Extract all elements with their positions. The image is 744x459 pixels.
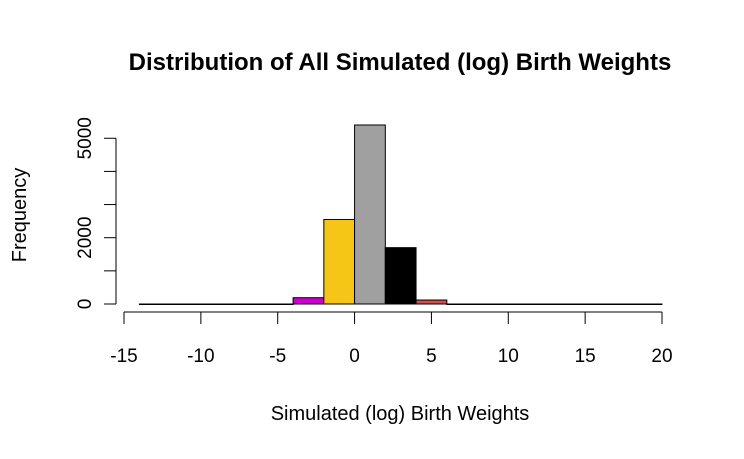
x-tick-label: -5 — [269, 346, 286, 367]
x-tick-label: 15 — [575, 346, 596, 367]
histogram-bar — [169, 303, 202, 305]
x-tick-label: 10 — [498, 346, 519, 367]
y-tick-label: 0 — [75, 299, 96, 310]
histogram-bar — [384, 247, 417, 305]
histogram-bar — [507, 303, 540, 305]
histogram-bar — [292, 297, 325, 305]
chart-title: Distribution of All Simulated (log) Birt… — [129, 49, 672, 76]
x-axis-label: Simulated (log) Birth Weights — [271, 403, 530, 425]
histogram-bar — [538, 303, 571, 305]
histogram-bars — [138, 124, 663, 305]
x-tick-label: 5 — [426, 346, 437, 367]
histogram-bar — [477, 303, 509, 305]
histogram-bar — [569, 303, 602, 305]
histogram-bar — [200, 303, 233, 305]
histogram-bar — [600, 303, 632, 305]
histogram-bar — [630, 303, 663, 305]
histogram-bar — [231, 303, 263, 305]
histogram-bar — [323, 218, 356, 305]
histogram-bar — [354, 124, 386, 305]
x-tick-label: -10 — [187, 346, 214, 367]
x-axis: -15 -10 -5 0 5 10 15 20 — [110, 311, 673, 367]
histogram-bar — [415, 299, 448, 305]
x-tick-label: 20 — [651, 346, 672, 367]
x-tick-label: -15 — [110, 346, 137, 367]
y-axis: 0 2000 5000 — [75, 117, 117, 310]
y-tick-label: 5000 — [75, 117, 96, 159]
histogram-bar — [446, 303, 479, 305]
x-tick-label: 0 — [349, 346, 360, 367]
histogram-bar — [261, 303, 294, 305]
y-axis-label: Frequency — [9, 168, 31, 263]
histogram-bar — [138, 303, 171, 305]
y-tick-label: 2000 — [75, 217, 96, 259]
